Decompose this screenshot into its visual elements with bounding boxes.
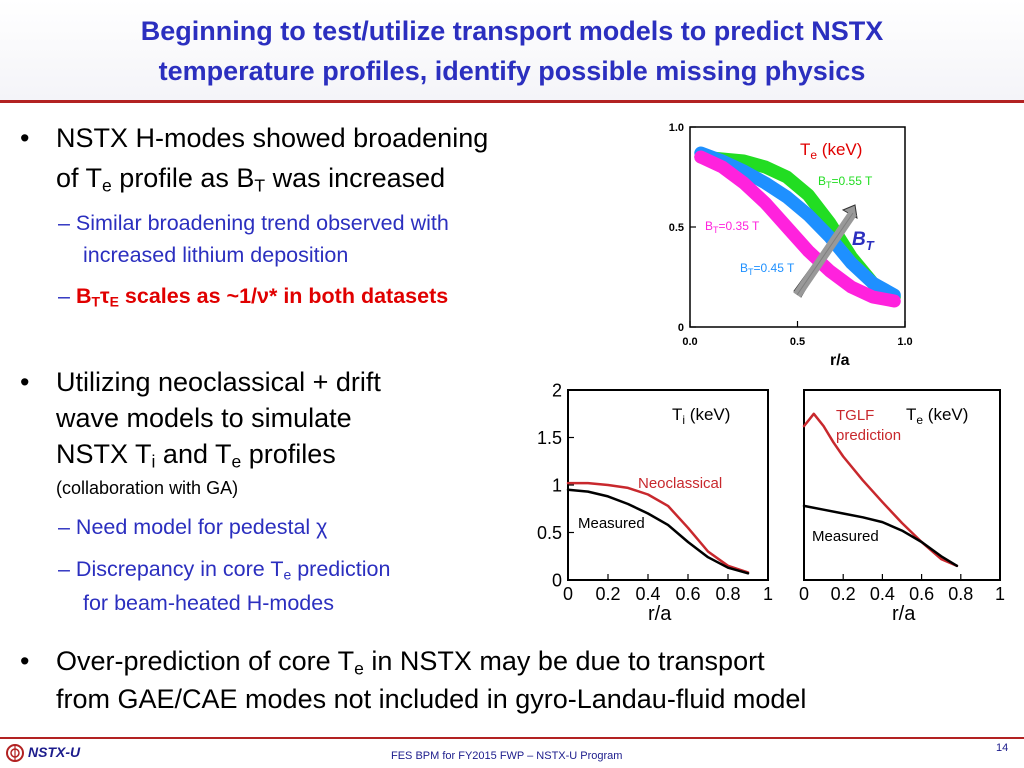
bullet-1-sub-1-line-1: – Similar broadening trend observed with (58, 211, 449, 235)
plot-frame (803, 389, 1001, 581)
series-line (694, 150, 901, 308)
bullet-2-sub-2-line-1: – Discrepancy in core Te prediction (58, 557, 391, 583)
bullet-1-sub-2: – BTτE scales as ~1/ν* in both datasets (58, 284, 449, 310)
x-tick-label: 0.5 (790, 336, 805, 348)
chart-annotation-title: Ti (keV) (672, 405, 730, 427)
bullet-3-line-1: Over-prediction of core Te in NSTX may b… (56, 646, 765, 679)
title-bar: Beginning to test/utilize transport mode… (0, 0, 1024, 103)
title-line-2: temperature profiles, identify possible … (158, 56, 866, 86)
footer-rule (0, 737, 1024, 739)
bullet-2-line-1: Utilizing neoclassical + drift (56, 367, 381, 397)
y-tick-label: 0.5 (669, 222, 684, 234)
chart-annotation-title: Te (keV) (906, 405, 968, 427)
x-tick-label: 0.8 (948, 584, 973, 604)
y-tick-label: 1 (552, 475, 562, 495)
arrow-label: BT (852, 229, 875, 253)
x-tick-label: 0.2 (595, 584, 620, 604)
x-axis-label: r/a (892, 603, 916, 625)
x-tick-label: 1.0 (897, 336, 912, 348)
series-label: BT=0.35 T (705, 219, 760, 235)
series-label: TGLF (836, 407, 874, 424)
bullet-1-line-2: of Te profile as BT was increased (56, 163, 446, 196)
series-label: BT=0.45 T (740, 261, 795, 277)
y-tick-label: 2 (552, 380, 562, 400)
bullet-2-line-2: wave models to simulate (56, 403, 352, 433)
bullet-2-sub-2-line-2: for beam-heated H-modes (83, 591, 334, 615)
x-tick-label: 0 (563, 584, 573, 604)
te-bt-chart: 0.0 0.5 1.0 0 0.5 1.0 Te (keV) BT=0.55 T BT=0… (669, 122, 913, 369)
bullet-2-sub-1: – Need model for pedestal χ (58, 515, 328, 539)
x-tick-label: 0.2 (831, 584, 856, 604)
bullet-1-sub-1-line-2: increased lithium deposition (83, 243, 349, 267)
series-line (566, 481, 750, 574)
title-line-1: Beginning to test/utilize transport mode… (140, 16, 884, 46)
x-tick-label: 0.8 (715, 584, 740, 604)
footer-center-text: FES BPM for FY2015 FWP – NSTX-U Program (391, 750, 623, 762)
x-tick-label: 0.6 (909, 584, 934, 604)
bt-arrow (793, 204, 858, 298)
bullet-2-line-3: NSTX Ti and Te profiles (56, 439, 336, 472)
series-label: Measured (812, 528, 879, 545)
logo-icon (6, 744, 24, 762)
bullet-2-note: (collaboration with GA) (56, 478, 239, 498)
x-tick-label: 0.4 (870, 584, 895, 604)
series-label: BT=0.55 T (818, 174, 873, 190)
series-label: Measured (578, 515, 645, 532)
footer-logo-text: NSTX-U (28, 744, 81, 760)
series-line (566, 488, 750, 575)
x-tick-label: 0.0 (682, 336, 697, 348)
bullet-1-line-1: NSTX H-modes showed broadening (56, 123, 489, 153)
series-line (694, 146, 901, 302)
bullet-dot: • (20, 646, 30, 676)
bullet-dot: • (20, 123, 30, 153)
y-tick-label: 0.5 (537, 523, 562, 543)
chart-annotation-title: Te (keV) (800, 140, 862, 162)
bullet-3-line-2: from GAE/CAE modes not included in gyro-… (56, 684, 807, 714)
x-tick-label: 0.4 (635, 584, 660, 604)
y-tick-label: 1.0 (669, 122, 684, 134)
x-axis-label: r/a (648, 603, 672, 625)
page-number: 14 (996, 742, 1009, 754)
te-tglf-chart: 0 0.2 0.4 0.6 0.8 1 Te (keV) TGLF prediction … (799, 389, 1005, 625)
y-tick-label: 0 (552, 570, 562, 590)
x-tick-label: 1 (763, 584, 773, 604)
ti-chart: 0 0.2 0.4 0.6 0.8 1 0 0.5 1 1.5 2 Ti (keV) Neoclas… (537, 380, 773, 625)
x-tick-label: 0 (799, 584, 809, 604)
x-axis-label: r/a (830, 352, 850, 369)
x-tick-label: 1 (995, 584, 1005, 604)
series-line (802, 504, 959, 568)
bullet-dot: • (20, 367, 30, 397)
series-label: prediction (836, 427, 901, 444)
y-tick-label: 1.5 (537, 428, 562, 448)
series-label: Neoclassical (638, 475, 722, 492)
y-tick-label: 0 (678, 322, 684, 334)
x-tick-label: 0.6 (675, 584, 700, 604)
